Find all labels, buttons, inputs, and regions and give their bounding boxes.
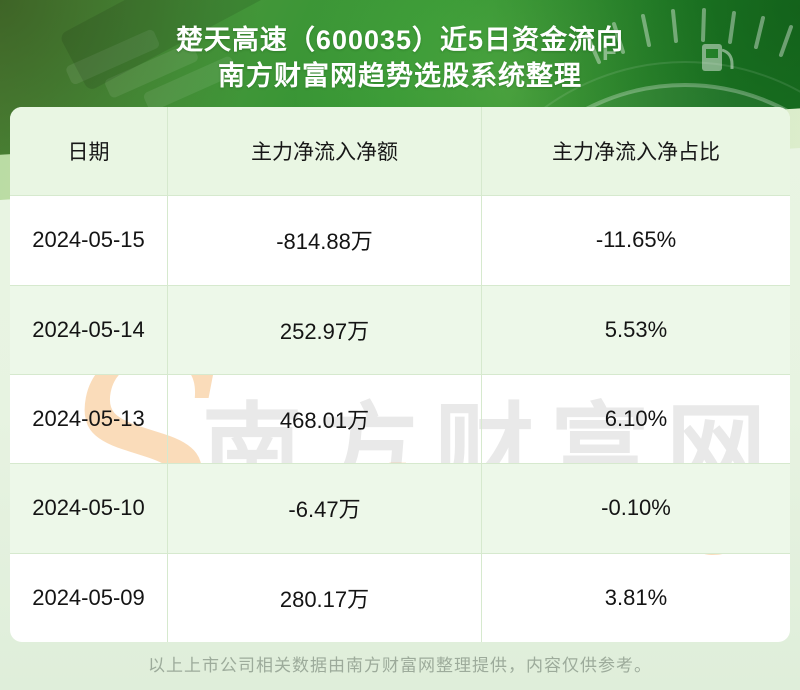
cell-net-inflow: 280.17万 (167, 553, 482, 642)
column-header-net-inflow: 主力净流入净额 (167, 107, 482, 196)
cell-net-inflow: -814.88万 (167, 196, 482, 285)
cell-date: 2024-05-15 (32, 227, 145, 253)
cell-date: 2024-05-14 (32, 316, 145, 342)
svg-text:F: F (602, 39, 617, 66)
table-row: 2024-05-09 280.17万 3.81% (10, 552, 790, 642)
page-title: 楚天高速（600035）近5日资金流向 南方财富网趋势选股系统整理 (0, 0, 800, 94)
cell-net-inflow-ratio: 5.53% (604, 316, 668, 342)
cell-date: 2024-05-09 (32, 584, 145, 610)
cell-net-inflow: 252.97万 (167, 285, 482, 374)
table-row: 2024-05-14 252.97万 5.53% (10, 284, 790, 374)
footer-note: 以上上市公司相关数据由南方财富网整理提供，内容仅供参考。 (148, 656, 652, 675)
cell-net-inflow-ratio: 3.81% (604, 584, 668, 610)
title-line-1: 楚天高速（600035）近5日资金流向 (175, 25, 625, 55)
title-line-2: 南方财富网趋势选股系统整理 (218, 61, 582, 91)
cell-date: 2024-05-10 (32, 495, 145, 521)
table-row: 2024-05-13 468.01万 6.10% (10, 373, 790, 464)
cell-date: 2024-05-13 (32, 406, 145, 432)
column-header-net-inflow-ratio: 主力净流入净占比 (552, 141, 720, 165)
cell-net-inflow-ratio: -0.10% (601, 495, 671, 521)
column-header-date: 日期 (67, 141, 110, 165)
cell-net-inflow: -6.47万 (167, 464, 482, 553)
cell-net-inflow-ratio: -11.65% (595, 227, 677, 253)
fund-flow-table: 南方财富网 S outhmoney.com 日期 主力净流入净额 主力净流入净占… (10, 107, 790, 642)
table-row: 2024-05-10 -6.47万 -0.10% (10, 463, 790, 553)
fuel-gauge-art: F (61, 0, 800, 155)
table-row: 2024-05-15 -814.88万 -11.65% (10, 195, 790, 285)
table-header-row: 日期 主力净流入净额 主力净流入净占比 (10, 107, 790, 196)
cell-net-inflow-ratio: 6.10% (604, 406, 668, 432)
cell-net-inflow: 468.01万 (167, 374, 482, 464)
